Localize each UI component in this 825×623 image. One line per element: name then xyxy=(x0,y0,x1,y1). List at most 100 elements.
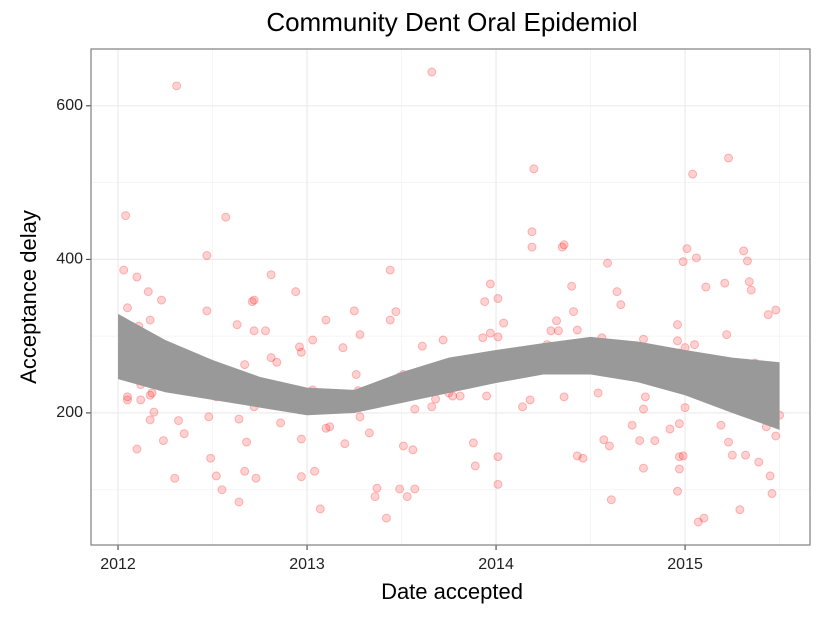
point xyxy=(398,441,408,451)
point xyxy=(499,318,509,328)
point xyxy=(612,287,622,297)
point xyxy=(593,388,603,398)
point xyxy=(145,390,155,400)
point xyxy=(132,444,142,454)
y-tick-label: 200 xyxy=(56,404,83,421)
point xyxy=(559,392,569,402)
point xyxy=(468,438,478,448)
point xyxy=(606,495,616,505)
point xyxy=(638,334,648,344)
point xyxy=(478,333,488,343)
point xyxy=(673,336,683,346)
point xyxy=(665,424,675,434)
point xyxy=(771,305,781,315)
point xyxy=(493,479,503,489)
point xyxy=(529,164,539,174)
point xyxy=(276,418,286,428)
point xyxy=(493,452,503,462)
x-tick-label: 2015 xyxy=(667,556,703,573)
point xyxy=(720,278,730,288)
point xyxy=(485,328,495,338)
point xyxy=(260,326,270,336)
point xyxy=(427,67,437,77)
point xyxy=(650,436,660,446)
point xyxy=(410,484,420,494)
point xyxy=(674,419,684,429)
point xyxy=(771,431,781,441)
point xyxy=(673,320,683,330)
point xyxy=(627,420,637,430)
x-tick-label: 2014 xyxy=(478,556,514,573)
point xyxy=(410,404,420,414)
point xyxy=(578,453,588,463)
point xyxy=(722,330,732,340)
point xyxy=(724,153,734,163)
point xyxy=(674,464,684,474)
point xyxy=(296,472,306,482)
point xyxy=(527,242,537,252)
point xyxy=(296,434,306,444)
point xyxy=(122,392,132,402)
point xyxy=(553,326,563,336)
point xyxy=(145,315,155,325)
point xyxy=(682,244,692,254)
point xyxy=(132,272,142,282)
point xyxy=(691,253,701,263)
point xyxy=(744,277,754,287)
point xyxy=(204,412,214,422)
point xyxy=(355,330,365,340)
chart-title: Community Dent Oral Epidemiol xyxy=(266,7,637,37)
point xyxy=(693,517,703,527)
point xyxy=(603,258,613,268)
point xyxy=(572,451,582,461)
point xyxy=(206,453,216,463)
point xyxy=(338,343,348,353)
point xyxy=(310,466,320,476)
point xyxy=(741,450,751,460)
point xyxy=(470,461,480,471)
point xyxy=(765,471,775,481)
point xyxy=(638,404,648,414)
y-tick-label: 400 xyxy=(56,251,83,268)
point xyxy=(482,391,492,401)
point xyxy=(370,492,380,502)
point xyxy=(690,340,700,350)
point xyxy=(174,416,184,426)
point xyxy=(763,310,773,320)
x-tick-label: 2013 xyxy=(289,556,325,573)
point xyxy=(149,407,159,417)
point xyxy=(448,391,458,401)
point xyxy=(234,497,244,507)
point xyxy=(349,306,359,316)
point xyxy=(767,489,777,499)
point xyxy=(266,270,276,280)
point xyxy=(247,297,257,307)
point xyxy=(340,439,350,449)
point xyxy=(240,466,250,476)
y-tick-label: 600 xyxy=(56,97,83,114)
point xyxy=(673,486,683,496)
point xyxy=(739,246,749,256)
smooth-ribbon xyxy=(118,313,780,430)
point xyxy=(438,335,448,345)
point xyxy=(202,251,212,261)
point xyxy=(315,504,325,514)
point xyxy=(217,485,227,495)
point xyxy=(688,169,698,179)
point xyxy=(170,473,180,483)
point xyxy=(427,402,437,412)
point xyxy=(145,415,155,425)
point xyxy=(381,513,391,523)
point xyxy=(678,451,688,461)
point xyxy=(557,242,567,252)
point xyxy=(172,81,182,91)
point xyxy=(143,287,153,297)
point xyxy=(635,436,645,446)
point xyxy=(552,316,562,326)
point xyxy=(678,257,688,267)
point xyxy=(604,441,614,451)
point xyxy=(119,265,129,275)
point xyxy=(364,428,374,438)
point xyxy=(395,484,405,494)
